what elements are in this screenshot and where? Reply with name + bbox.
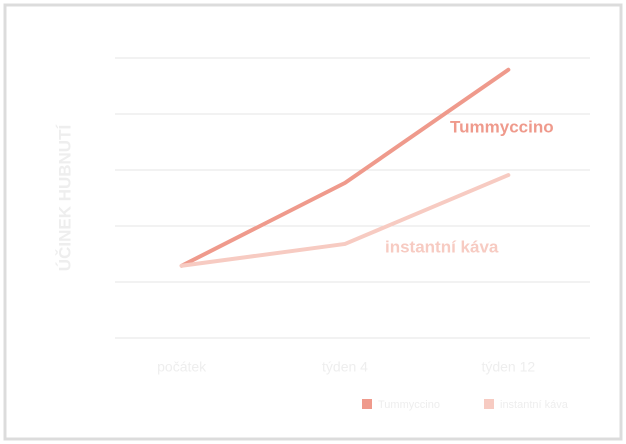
x-tick-label: týden 12: [481, 359, 535, 375]
legend-swatch: [362, 399, 372, 409]
frame: [3, 3, 623, 441]
legend-swatch: [484, 399, 494, 409]
series-annotation: instantní káva: [385, 237, 499, 256]
line-series: [179, 173, 511, 268]
legend-label: Tummyccino: [378, 399, 440, 411]
legend-label: instantní káva: [500, 399, 569, 411]
x-tick-label: týden 4: [322, 359, 368, 375]
y-axis-title: ÚČINEK HUBNUTÍ: [55, 124, 74, 272]
x-tick-label: počátek: [157, 359, 207, 375]
series-annotation: Tummyccino: [450, 117, 554, 136]
line-series: [179, 67, 511, 268]
